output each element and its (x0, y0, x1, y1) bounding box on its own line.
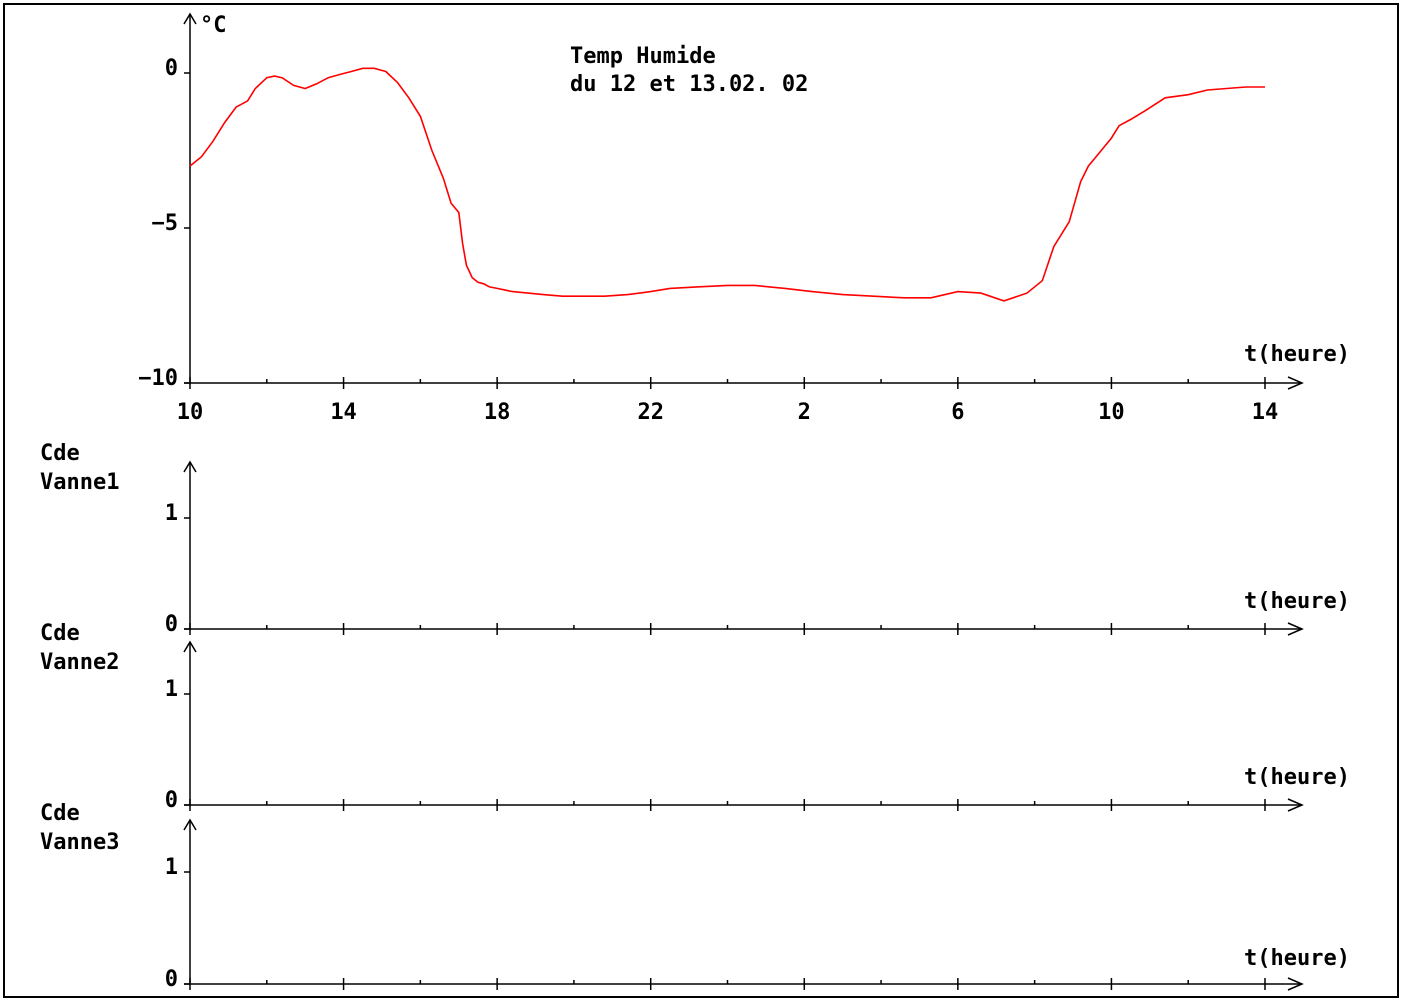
panel2-y-axis-title: Vanne2 (40, 650, 119, 675)
panel0-x-tick-label: 2 (798, 400, 811, 425)
panel1-y-tick-label: 1 (165, 501, 178, 526)
chart-title: du 12 et 13.02. 02 (570, 72, 808, 97)
panel0-y-axis-arrow (183, 12, 197, 25)
panel0-x-tick-label: 18 (484, 400, 511, 425)
panel3-y-axis-title: Cde (40, 801, 80, 826)
panel3-y-tick-label: 1 (165, 855, 178, 880)
panel2-y-tick-label: 1 (165, 677, 178, 702)
panel0-x-tick-label: 10 (1098, 400, 1125, 425)
panel3-x-axis-title: t(heure) (1244, 946, 1350, 971)
panel0-y-tick-label: 0 (165, 56, 178, 81)
panel0-x-tick-label: 14 (1252, 400, 1279, 425)
panel1-y-axis-title: Vanne1 (40, 470, 119, 495)
panel0-x-tick-label: 22 (637, 400, 664, 425)
panel2-x-axis-arrow (1287, 798, 1304, 812)
panel2-y-tick-label: 0 (165, 788, 178, 813)
panel0-x-tick-label: 6 (951, 400, 964, 425)
panel0-y-axis-title: °C (200, 13, 227, 38)
panel0-y-tick-label: −10 (138, 366, 178, 391)
panel1-y-tick-label: 0 (165, 612, 178, 637)
panel3-y-axis-arrow (183, 818, 197, 831)
panel0-x-axis-title: t(heure) (1244, 342, 1350, 367)
panel1-y-axis-title: Cde (40, 441, 80, 466)
panel0-x-tick-label: 10 (177, 400, 204, 425)
panel0-y-tick-label: −5 (152, 211, 179, 236)
panel0-x-tick-label: 14 (330, 400, 357, 425)
panel1-x-axis-arrow (1287, 622, 1304, 636)
panel2-y-axis-arrow (183, 640, 197, 653)
panel3-y-axis-title: Vanne3 (40, 830, 119, 855)
panel2-y-axis-title: Cde (40, 621, 80, 646)
panel3-x-axis-arrow (1287, 977, 1304, 991)
figure-border (3, 3, 1399, 998)
panel1-y-axis-arrow (183, 460, 197, 473)
chart-title: Temp Humide (570, 44, 716, 69)
panel3-y-tick-label: 0 (165, 967, 178, 992)
panel1-x-axis-title: t(heure) (1244, 589, 1350, 614)
panel2-x-axis-title: t(heure) (1244, 765, 1350, 790)
panel0-x-axis-arrow (1287, 376, 1304, 390)
series-line-temp-humide (189, 67, 1265, 302)
